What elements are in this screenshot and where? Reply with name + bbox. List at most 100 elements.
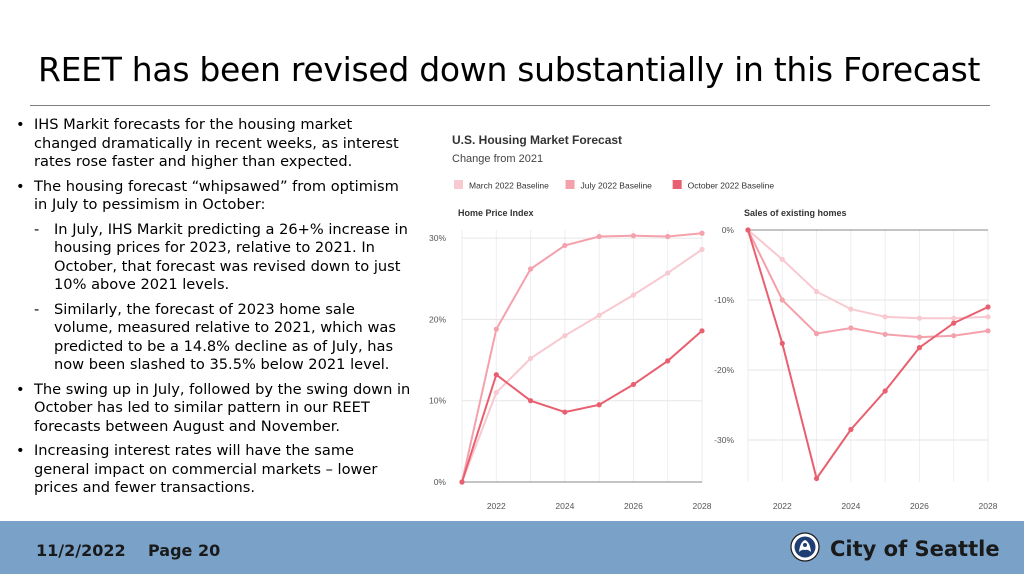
bullet-text: The swing up in July, followed by the sw… (34, 380, 411, 435)
data-point (596, 233, 602, 240)
footer-page-number: Page 20 (148, 541, 221, 560)
bullet-marker: • (16, 177, 25, 195)
sub-bullet-text: Similarly, the forecast of 2023 home sal… (54, 300, 396, 374)
city-seal-logo-icon (790, 532, 820, 562)
legend-swatch (672, 180, 682, 189)
x-tick-label: 2024 (841, 501, 860, 511)
y-tick-label: 0% (434, 477, 447, 487)
series-line (461, 232, 703, 483)
data-point (848, 306, 854, 312)
y-tick-label: -30% (714, 435, 734, 445)
data-point (459, 479, 465, 485)
data-point (779, 297, 785, 303)
chart-subtitle: Change from 2021 (452, 153, 543, 165)
legend-label: October 2022 Baseline (688, 181, 775, 191)
series-line (747, 229, 989, 481)
bullet-list: • IHS Markit forecasts for the housing m… (14, 116, 414, 504)
y-tick-label: -10% (714, 295, 734, 305)
x-tick-label: 2028 (693, 501, 712, 511)
y-tick-label: -20% (714, 365, 734, 375)
data-point (527, 398, 534, 404)
data-point (493, 372, 499, 378)
bullet-item: • Increasing interest rates will have th… (14, 442, 414, 498)
footer-organization: City of Seattle (830, 537, 1000, 561)
sub-bullet-item: - Similarly, the forecast of 2023 home s… (14, 301, 414, 375)
data-point (882, 314, 888, 320)
legend-swatch (565, 180, 575, 189)
data-point (985, 314, 991, 320)
bullet-text: Increasing interest rates will have the … (34, 442, 378, 496)
x-tick-label: 2026 (624, 501, 643, 511)
data-point (699, 230, 705, 236)
bullet-item: • IHS Markit forecasts for the housing m… (14, 116, 414, 172)
data-point (630, 233, 637, 239)
sub-bullet-item: - In July, IHS Markit predicting a 26+% … (14, 221, 414, 295)
bullet-marker: • (16, 116, 25, 133)
bullet-item: • The swing up in July, followed by the … (14, 381, 414, 437)
bullet-marker: • (16, 442, 25, 459)
y-tick-label: 20% (429, 314, 446, 324)
data-point (848, 325, 854, 331)
data-point (630, 292, 637, 298)
data-point (493, 389, 499, 396)
data-point (527, 266, 534, 272)
x-tick-label: 2024 (555, 501, 574, 511)
x-tick-label: 2026 (910, 501, 929, 511)
data-point (951, 333, 957, 339)
sub-bullet-text: In July, IHS Markit predicting a 26+% in… (54, 220, 408, 294)
data-point (699, 246, 705, 253)
slide-title: REET has been revised down substantially… (38, 50, 981, 89)
y-tick-label: 10% (429, 396, 446, 406)
data-point (562, 242, 568, 249)
bullet-text: IHS Markit forecasts for the housing mar… (34, 116, 399, 170)
footer-date: 11/2/2022 (36, 541, 126, 560)
panel-title: Home Price Index (458, 208, 534, 218)
footer-bar: 11/2/2022 Page 20 City of Seattle (0, 521, 1024, 574)
data-point (596, 312, 602, 318)
sub-bullet-marker: - (34, 220, 40, 238)
data-point (665, 270, 671, 276)
chart-svg: U.S. Housing Market Forecast Change from … (429, 133, 998, 511)
data-point (985, 328, 991, 334)
y-tick-label: 30% (429, 233, 446, 243)
data-point (916, 345, 923, 351)
legend-swatch (454, 180, 463, 189)
data-point (630, 381, 637, 388)
data-point (779, 340, 785, 346)
series-line (747, 229, 989, 339)
data-point (493, 326, 499, 332)
y-tick-label: 0% (722, 225, 735, 235)
chart-title: U.S. Housing Market Forecast (452, 133, 622, 147)
x-tick-label: 2022 (773, 501, 792, 511)
data-point (562, 333, 568, 339)
data-point (916, 334, 923, 340)
legend-label: March 2022 Baseline (469, 181, 549, 191)
series-line (461, 330, 703, 483)
data-point (813, 331, 820, 337)
data-point (699, 328, 705, 334)
housing-forecast-chart: U.S. Housing Market Forecast Change from … (420, 118, 1010, 518)
data-point (779, 256, 785, 262)
title-divider (30, 105, 990, 106)
data-point (745, 227, 751, 233)
bullet-text: The housing forecast “whipsawed” from op… (34, 177, 399, 214)
data-point (665, 233, 671, 240)
data-point (951, 315, 957, 321)
data-point (813, 289, 820, 295)
data-point (882, 388, 888, 394)
data-point (813, 475, 820, 482)
data-point (665, 358, 671, 364)
data-point (882, 331, 888, 337)
data-point (951, 320, 957, 326)
data-point (562, 409, 568, 415)
panel-title: Sales of existing homes (744, 208, 847, 218)
series-line (747, 229, 989, 320)
bullet-item: • The housing forecast “whipsawed” from … (14, 178, 414, 215)
data-point (848, 426, 854, 433)
data-point (985, 304, 991, 310)
data-point (527, 355, 534, 362)
sub-bullet-marker: - (34, 300, 40, 318)
data-point (596, 402, 602, 408)
bullet-marker: • (16, 380, 25, 398)
series-line (461, 248, 703, 483)
